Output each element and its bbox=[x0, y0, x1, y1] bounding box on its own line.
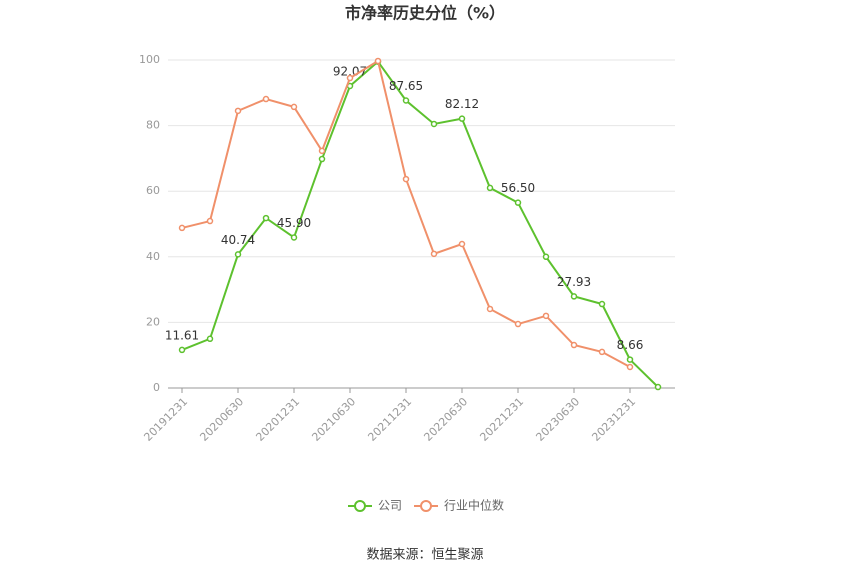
point bbox=[234, 251, 242, 258]
point bbox=[598, 348, 606, 356]
x-tick-label: 20231231 bbox=[589, 395, 638, 444]
x-tick-label: 20230630 bbox=[533, 395, 582, 444]
chart-title: 市净率历史分位（%） bbox=[345, 4, 505, 23]
point bbox=[514, 320, 522, 328]
point bbox=[374, 57, 382, 65]
point bbox=[430, 120, 438, 128]
y-tick-label: 80 bbox=[146, 119, 160, 132]
x-tick-label: 20201231 bbox=[253, 395, 302, 444]
y-tick-label: 60 bbox=[146, 184, 160, 197]
point bbox=[486, 184, 494, 192]
data-label: 87.65 bbox=[389, 79, 423, 93]
data-label: 40.74 bbox=[221, 233, 255, 247]
point bbox=[178, 346, 186, 354]
point bbox=[290, 103, 298, 111]
y-tick-label: 100 bbox=[139, 53, 160, 66]
point bbox=[262, 214, 270, 222]
point bbox=[318, 155, 326, 163]
point bbox=[206, 335, 214, 343]
point bbox=[458, 115, 466, 122]
point bbox=[570, 293, 578, 300]
x-tick-label: 20221231 bbox=[477, 395, 526, 444]
point bbox=[626, 363, 634, 371]
series-line bbox=[181, 59, 631, 368]
legend-marker bbox=[420, 500, 433, 512]
data-label: 56.50 bbox=[501, 181, 535, 195]
point bbox=[486, 305, 494, 313]
y-tick-label: 0 bbox=[153, 381, 160, 394]
x-tick-label: 20191231 bbox=[141, 395, 190, 444]
x-tick-label: 20211231 bbox=[365, 395, 414, 444]
point bbox=[234, 107, 242, 115]
data-label: 11.61 bbox=[165, 328, 199, 342]
point bbox=[402, 175, 410, 183]
point bbox=[262, 95, 270, 103]
point bbox=[318, 147, 326, 155]
point bbox=[402, 97, 410, 104]
point bbox=[598, 300, 606, 308]
data-label: 8.66 bbox=[617, 338, 644, 352]
point bbox=[430, 250, 438, 258]
point bbox=[346, 74, 354, 82]
point bbox=[542, 312, 550, 320]
data-label: 92.07 bbox=[333, 65, 367, 79]
point bbox=[458, 240, 466, 248]
point bbox=[570, 341, 578, 349]
y-tick-label: 40 bbox=[146, 250, 160, 263]
point bbox=[178, 224, 186, 232]
legend-marker bbox=[354, 500, 366, 512]
x-tick-label: 20220630 bbox=[421, 395, 470, 444]
point bbox=[290, 234, 298, 241]
point bbox=[206, 217, 214, 225]
source: 数据来源：恒生聚源 bbox=[366, 548, 483, 563]
series-line bbox=[181, 60, 659, 388]
data-label: 27.93 bbox=[557, 275, 591, 289]
legend-label: 公司 bbox=[378, 499, 402, 513]
point bbox=[654, 383, 662, 391]
data-label: 82.12 bbox=[445, 97, 479, 111]
x-tick-label: 20210630 bbox=[309, 395, 358, 444]
y-tick-label: 20 bbox=[146, 315, 160, 328]
point bbox=[514, 199, 522, 206]
data-label: 45.90 bbox=[277, 216, 311, 230]
legend-label: 行业中位数 bbox=[444, 498, 504, 513]
point bbox=[626, 356, 634, 363]
x-tick-label: 20200630 bbox=[197, 395, 246, 444]
point bbox=[542, 253, 550, 261]
